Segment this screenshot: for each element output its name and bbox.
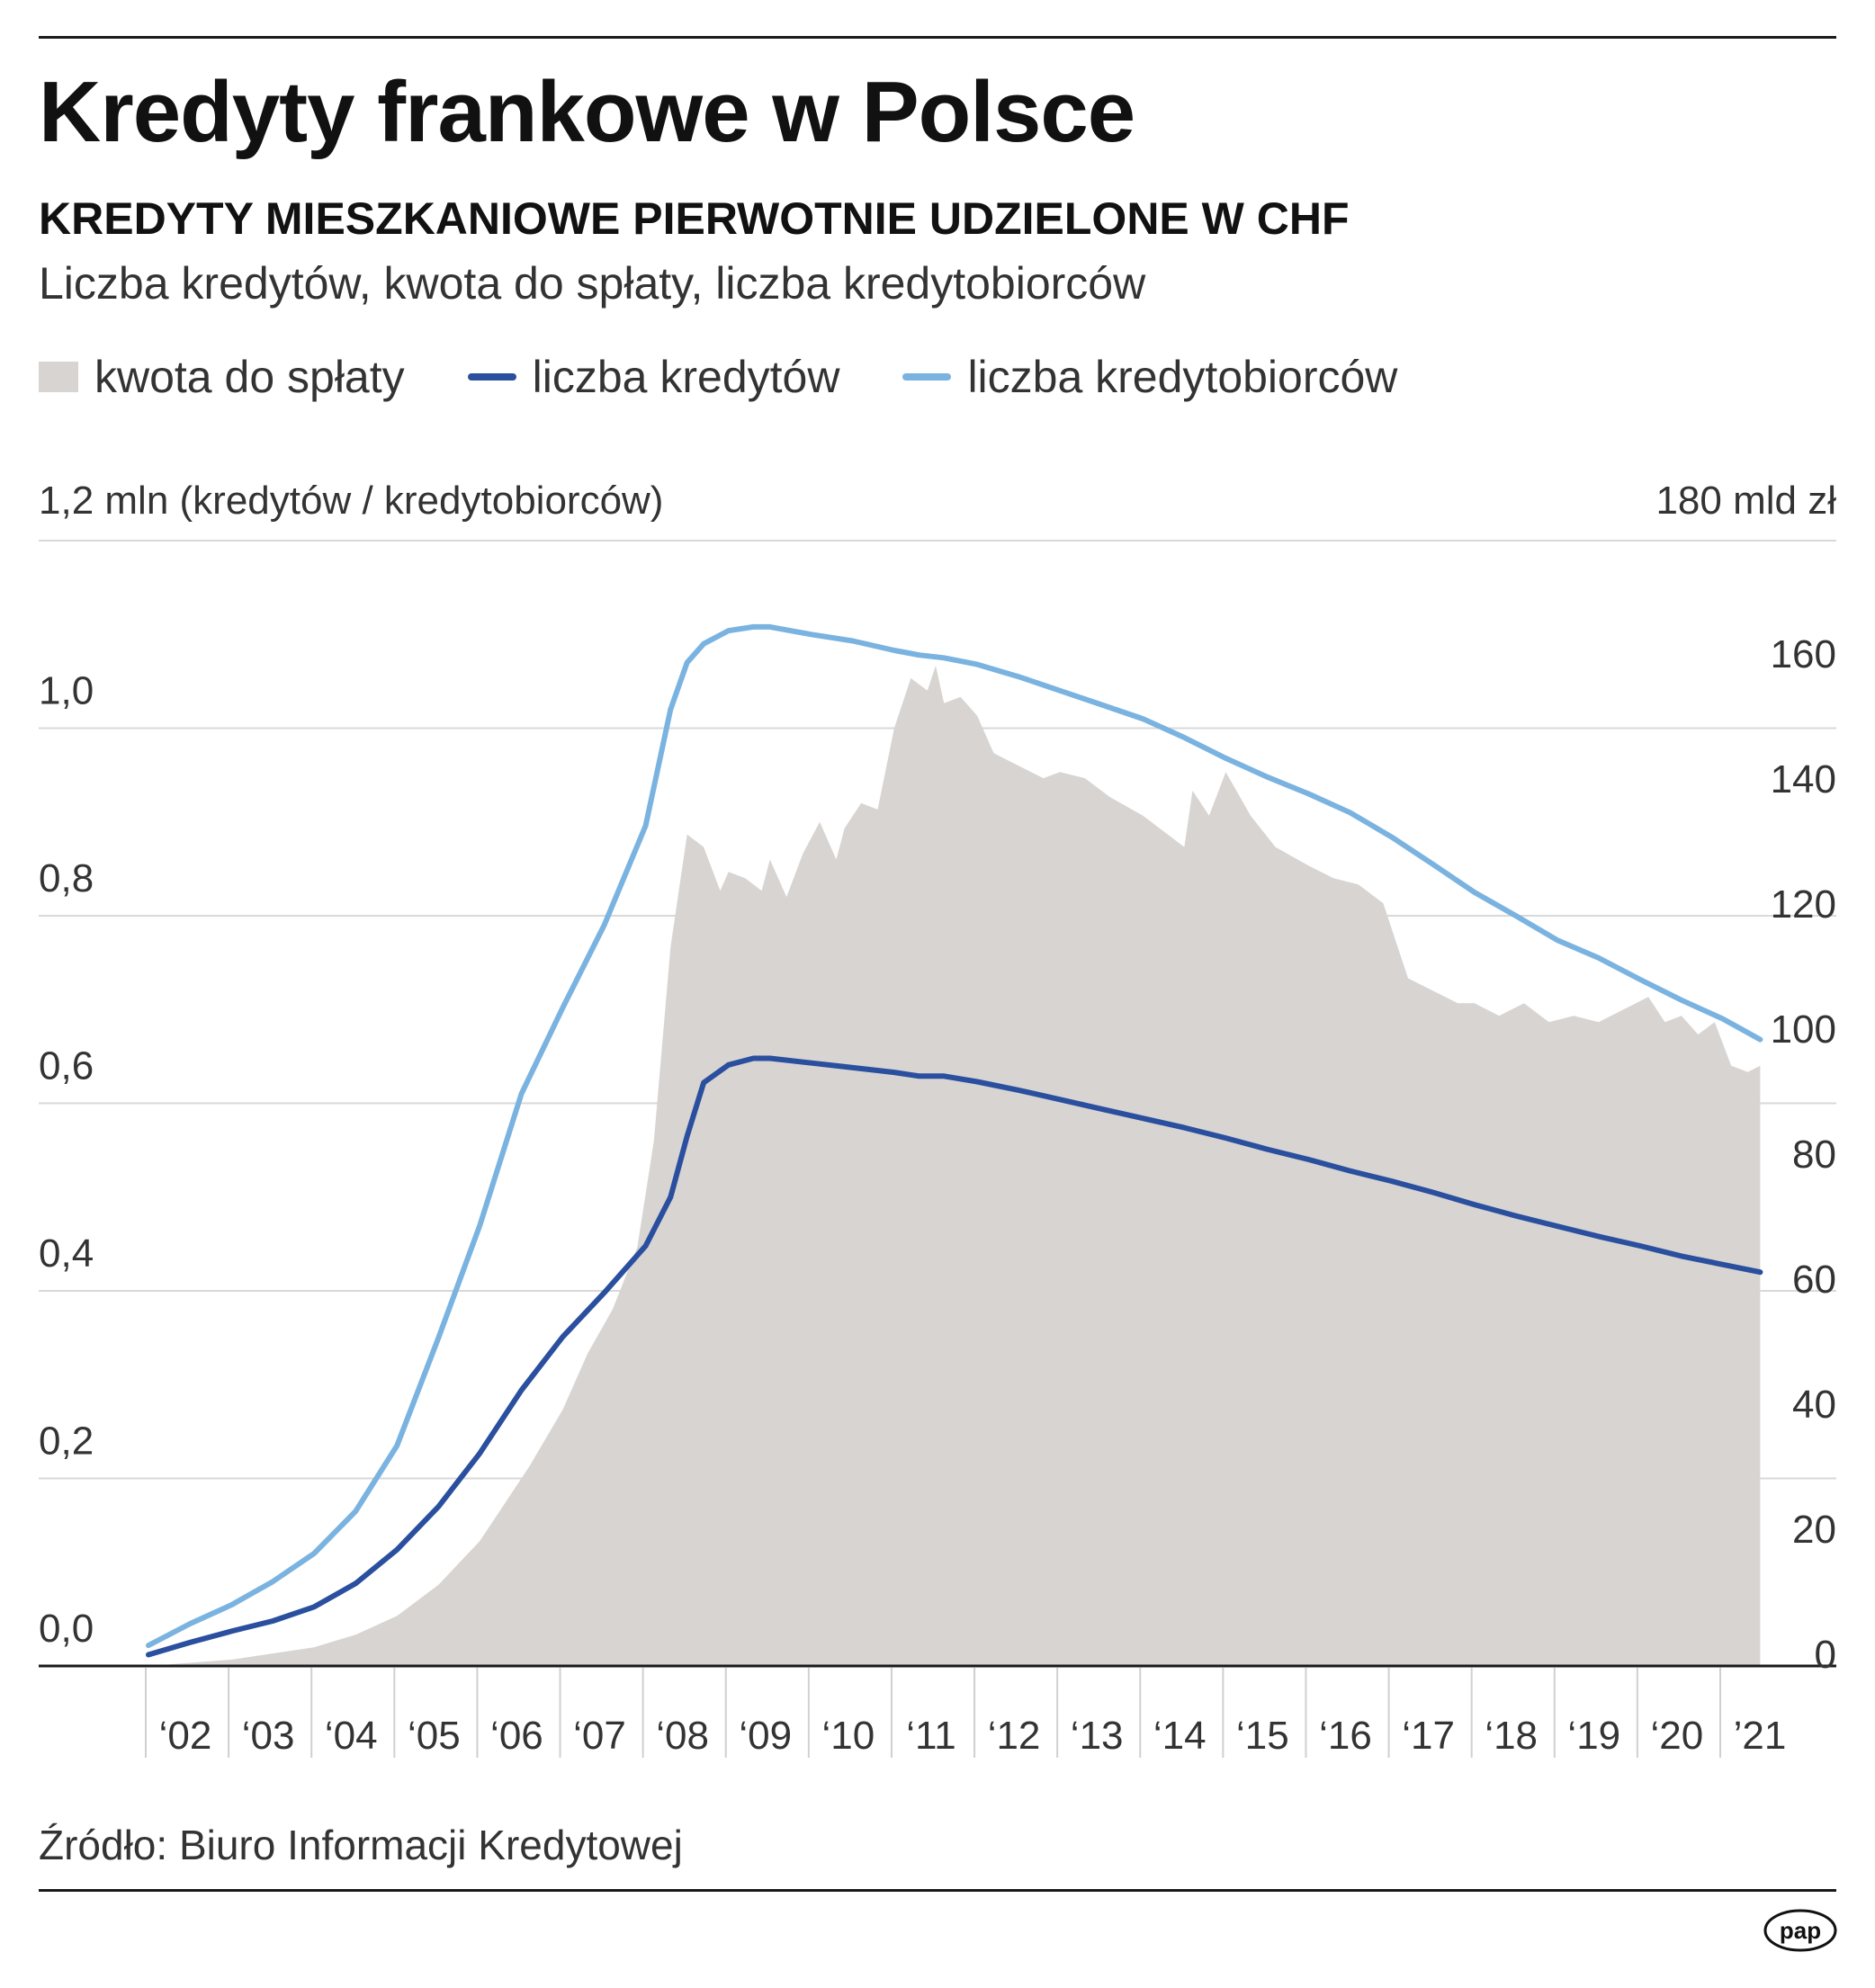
x-tick-label: ‘05 bbox=[408, 1714, 461, 1758]
x-tick-label: ‘03 bbox=[242, 1714, 295, 1758]
legend-swatch-loans bbox=[467, 373, 516, 381]
x-tick-label: ‘02 bbox=[159, 1714, 212, 1758]
legend-label-amount: kwota do spłaty bbox=[94, 352, 405, 402]
series-line-liczba-kredytow bbox=[146, 1055, 1763, 1658]
x-tick-label: ‘16 bbox=[1319, 1714, 1372, 1758]
label-layer: ‘02 ‘03 ‘04 ‘05 ‘06 ‘07 ‘08 ‘09 ‘10 ‘11 ‘12 ‘13 ‘14 ‘… bbox=[39, 632, 1836, 1758]
area-layer bbox=[148, 666, 1761, 1666]
y-right-tick-label: 80 bbox=[1792, 1133, 1836, 1177]
legend-item-amount: kwota do spłaty bbox=[39, 351, 405, 403]
top-rule bbox=[39, 36, 1836, 39]
legend-item-borrowers: liczba kredytobiorców bbox=[902, 351, 1397, 403]
x-tick-label: ‘15 bbox=[1236, 1714, 1289, 1758]
x-tick-label: ‘07 bbox=[573, 1714, 626, 1758]
y-left-tick-label: 0,8 bbox=[39, 856, 94, 900]
chart-area: ‘02 ‘03 ‘04 ‘05 ‘06 ‘07 ‘08 ‘09 ‘10 ‘11 ‘12 ‘13 ‘14 ‘… bbox=[39, 540, 1836, 1758]
x-tick-label: ‘20 bbox=[1651, 1714, 1704, 1758]
axis-layer bbox=[39, 1664, 1836, 1758]
page-title: Kredyty frankowe w Polsce bbox=[39, 64, 1135, 160]
x-tick-label: ‘04 bbox=[325, 1714, 378, 1758]
y-left-tick-label: 0,0 bbox=[39, 1607, 94, 1651]
x-tick-label: ‘11 bbox=[906, 1714, 955, 1758]
x-tick-label: ‘12 bbox=[988, 1714, 1041, 1758]
legend-swatch-amount bbox=[39, 362, 78, 392]
legend-label-borrowers: liczba kredytobiorców bbox=[967, 352, 1398, 402]
x-tick-label: ‘10 bbox=[821, 1714, 875, 1758]
chart-subtitle: KREDYTY MIESZKANIOWE PIERWOTNIE UDZIELON… bbox=[39, 193, 1350, 244]
series-area-kwota-do-splaty bbox=[148, 666, 1761, 1666]
y-right-tick-label: 0 bbox=[1815, 1633, 1836, 1677]
y-right-tick-label: 120 bbox=[1771, 882, 1836, 927]
x-tick-label: ‘06 bbox=[490, 1714, 543, 1758]
y-left-tick-label: 0,4 bbox=[39, 1231, 94, 1276]
y-right-tick-label: 60 bbox=[1792, 1258, 1836, 1302]
x-tick-label: ‘18 bbox=[1485, 1714, 1538, 1758]
x-tick-label: ‘17 bbox=[1402, 1714, 1455, 1758]
y-left-tick-label: 0,6 bbox=[39, 1044, 94, 1088]
x-tick-label: ‘09 bbox=[739, 1714, 792, 1758]
x-tick-label: ‘14 bbox=[1153, 1714, 1207, 1758]
legend-label-loans: liczba kredytów bbox=[532, 352, 840, 402]
y-right-tick-label: 20 bbox=[1792, 1508, 1836, 1552]
y-left-tick-label: 1,0 bbox=[39, 669, 94, 713]
chart-description: Liczba kredytów, kwota do spłaty, liczba… bbox=[39, 258, 1146, 309]
series-line-liczba-kredytobiorcow bbox=[146, 623, 1763, 1649]
pap-logo: pap bbox=[1763, 1909, 1837, 1952]
pap-logo-text: pap bbox=[1780, 1917, 1821, 1944]
x-tick-label: ‘19 bbox=[1567, 1714, 1620, 1758]
y-right-tick-label: 160 bbox=[1771, 632, 1836, 676]
legend-item-loans: liczba kredytów bbox=[467, 351, 840, 403]
x-tick-label: ’21 bbox=[1734, 1714, 1787, 1758]
legend-swatch-borrowers bbox=[902, 373, 952, 381]
y-right-tick-label: 140 bbox=[1771, 757, 1836, 801]
y-right-tick-label: 40 bbox=[1792, 1383, 1836, 1427]
y-left-tick-label: 0,2 bbox=[39, 1419, 94, 1464]
bottom-rule bbox=[39, 1889, 1836, 1892]
y-right-tick-label: 100 bbox=[1771, 1007, 1836, 1052]
right-axis-label: 180 mld zł bbox=[1655, 479, 1836, 523]
x-tick-label: ‘13 bbox=[1071, 1714, 1124, 1758]
legend: kwota do spłaty liczba kredytów liczba k… bbox=[39, 351, 1460, 403]
x-tick-label: ‘08 bbox=[656, 1714, 709, 1758]
source-note: Źródło: Biuro Informacji Kredytowej bbox=[39, 1822, 683, 1868]
left-axis-label: 1,2 mln (kredytów / kredytobiorców) bbox=[39, 479, 664, 523]
line-layer bbox=[146, 623, 1763, 1658]
